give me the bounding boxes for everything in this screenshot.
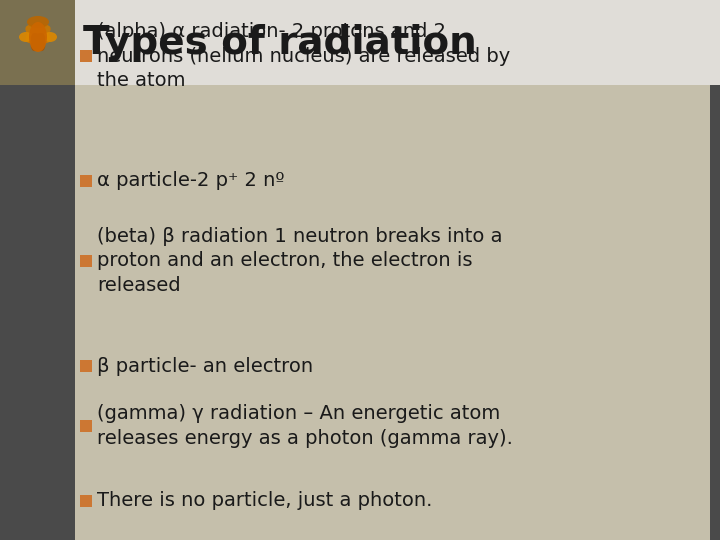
FancyBboxPatch shape: [75, 0, 720, 85]
Text: There is no particle, just a photon.: There is no particle, just a photon.: [97, 491, 433, 510]
Ellipse shape: [27, 16, 49, 28]
FancyBboxPatch shape: [80, 175, 92, 187]
Ellipse shape: [43, 32, 57, 42]
FancyBboxPatch shape: [80, 360, 92, 372]
Ellipse shape: [19, 32, 33, 42]
FancyBboxPatch shape: [0, 0, 75, 85]
FancyBboxPatch shape: [80, 495, 92, 507]
FancyBboxPatch shape: [0, 0, 75, 540]
Text: (alpha) α radiation- 2 protons and 2
neutrons (helium nucleus) are released by
t: (alpha) α radiation- 2 protons and 2 neu…: [97, 22, 510, 90]
FancyBboxPatch shape: [710, 0, 720, 540]
Text: β particle- an electron: β particle- an electron: [97, 356, 313, 375]
Text: Types of radiation: Types of radiation: [83, 24, 477, 62]
FancyBboxPatch shape: [80, 420, 92, 432]
Ellipse shape: [29, 22, 47, 52]
Ellipse shape: [31, 33, 45, 51]
FancyBboxPatch shape: [80, 255, 92, 267]
Text: (beta) β radiation 1 neutron breaks into a
proton and an electron, the electron : (beta) β radiation 1 neutron breaks into…: [97, 227, 503, 295]
FancyBboxPatch shape: [80, 50, 92, 62]
Ellipse shape: [25, 25, 50, 43]
Ellipse shape: [25, 25, 50, 43]
Text: (gamma) γ radiation – An energetic atom
releases energy as a photon (gamma ray).: (gamma) γ radiation – An energetic atom …: [97, 404, 513, 448]
Ellipse shape: [31, 33, 45, 51]
Text: α particle-2 p⁺ 2 nº: α particle-2 p⁺ 2 nº: [97, 172, 284, 191]
